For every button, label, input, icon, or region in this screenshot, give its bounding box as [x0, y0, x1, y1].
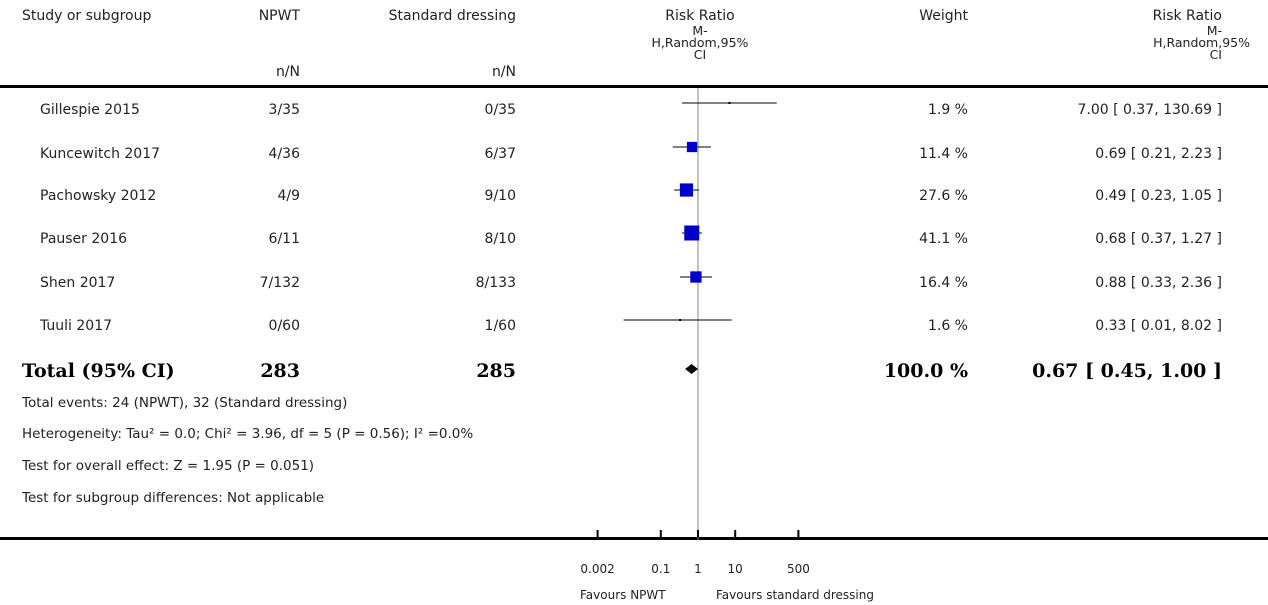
study-name: Gillespie 2015	[40, 102, 140, 118]
axis-tick-label: 10	[728, 562, 743, 576]
npwt-count: 6/11	[268, 231, 300, 247]
favours-right-label: Favours standard dressing	[716, 588, 874, 602]
npwt-count: 4/36	[268, 146, 300, 162]
effect-square	[679, 183, 694, 197]
header-rr-sub2: H,Random,95%	[1153, 35, 1250, 50]
header-rr-sub3: CI	[1209, 47, 1222, 62]
total-weight: 100.0 %	[883, 360, 968, 382]
header-weight: Weight	[919, 8, 968, 24]
header-standard: Standard dressing	[388, 8, 516, 24]
footnote-events: Total events: 24 (NPWT), 32 (Standard dr…	[22, 395, 348, 411]
study-name: Tuuli 2017	[40, 318, 113, 334]
effect-square	[690, 271, 702, 283]
footnote-overall-effect: Test for overall effect: Z = 1.95 (P = 0…	[22, 458, 315, 474]
weight-value: 16.4 %	[919, 275, 968, 291]
study-name: Kuncewitch 2017	[40, 146, 161, 162]
risk-ratio-ci: 0.69 [ 0.21, 2.23 ]	[1095, 146, 1222, 162]
header-rule	[0, 85, 1268, 88]
axis-tick-label: 0.1	[651, 562, 670, 576]
axis-tick-label: 500	[787, 562, 810, 576]
study-name: Pachowsky 2012	[40, 188, 157, 204]
axis-tick-label: 1	[694, 562, 702, 576]
weight-value: 1.9 %	[927, 102, 968, 118]
total-diamond	[685, 364, 698, 374]
study-name: Shen 2017	[40, 275, 116, 291]
risk-ratio-ci: 7.00 [ 0.37, 130.69 ]	[1077, 102, 1222, 118]
standard-count: 6/37	[484, 146, 516, 162]
header-rr-title: Risk Ratio	[1152, 8, 1222, 24]
effect-square	[728, 102, 731, 104]
effect-square	[679, 319, 682, 321]
standard-count: 1/60	[484, 318, 516, 334]
header-plot-sub1: M-	[692, 23, 708, 38]
weight-value: 11.4 %	[919, 146, 968, 162]
total-standard: 285	[476, 360, 516, 382]
risk-ratio-ci: 0.49 [ 0.23, 1.05 ]	[1095, 188, 1222, 204]
standard-count: 8/10	[484, 231, 516, 247]
standard-count: 0/35	[484, 102, 516, 118]
header-study: Study or subgroup	[22, 8, 152, 24]
bottom-rule	[0, 537, 1268, 540]
axis-tick-label: 0.002	[580, 562, 614, 576]
npwt-count: 3/35	[268, 102, 300, 118]
risk-ratio-ci: 0.88 [ 0.33, 2.36 ]	[1095, 275, 1222, 291]
header-plot-sub3: CI	[693, 47, 707, 62]
header-standard-sub: n/N	[491, 64, 516, 80]
effect-square	[684, 225, 700, 241]
weight-value: 41.1 %	[919, 231, 968, 247]
total-npwt: 283	[260, 360, 300, 382]
risk-ratio-ci: 0.68 [ 0.37, 1.27 ]	[1095, 231, 1222, 247]
risk-ratio-ci: 0.33 [ 0.01, 8.02 ]	[1095, 318, 1222, 334]
total-risk-ratio-ci: 0.67 [ 0.45, 1.00 ]	[1032, 360, 1222, 382]
header-rr-sub1: M-	[1206, 23, 1222, 38]
header-npwt-sub: n/N	[275, 64, 300, 80]
weight-value: 1.6 %	[927, 318, 968, 334]
npwt-count: 0/60	[268, 318, 300, 334]
total-label: Total (95% CI)	[22, 360, 175, 382]
standard-count: 8/133	[475, 275, 516, 291]
favours-left-label: Favours NPWT	[580, 588, 666, 602]
effect-square	[686, 141, 698, 153]
weight-value: 27.6 %	[919, 188, 968, 204]
header-npwt: NPWT	[258, 8, 300, 24]
npwt-count: 7/132	[259, 275, 300, 291]
footnote-heterogeneity: Heterogeneity: Tau² = 0.0; Chi² = 3.96, …	[22, 426, 474, 442]
npwt-count: 4/9	[277, 188, 300, 204]
standard-count: 9/10	[484, 188, 516, 204]
study-name: Pauser 2016	[40, 231, 128, 247]
footnote-subgroup: Test for subgroup differences: Not appli…	[22, 490, 325, 506]
header-plot-title: Risk Ratio	[665, 8, 735, 24]
header-plot-sub2: H,Random,95%	[651, 35, 749, 50]
